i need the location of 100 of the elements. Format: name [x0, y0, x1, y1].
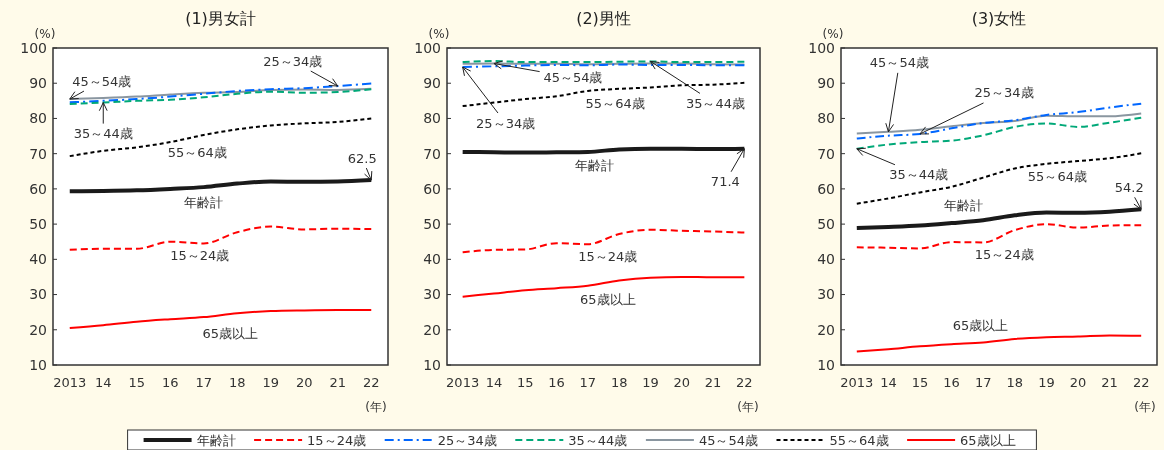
x-axis-title: (年) — [365, 400, 387, 414]
y-tick-label: 80 — [423, 110, 441, 127]
x-tick-label: 15 — [911, 375, 929, 390]
x-axis-title: (年) — [737, 400, 759, 414]
y-tick-label: 30 — [817, 286, 835, 303]
y-tick-label: 70 — [817, 145, 835, 162]
y-tick-label: 100 — [414, 39, 441, 56]
annotation: 71.4 — [710, 174, 740, 190]
x-tick-label: 14 — [485, 375, 503, 390]
x-tick-label: 16 — [548, 375, 565, 390]
x-tick-label: 15 — [128, 375, 146, 390]
y-tick-label: 50 — [817, 216, 835, 233]
x-tick-label: 2013 — [840, 375, 874, 390]
x-tick-label: 22 — [1132, 375, 1150, 390]
y-axis-title: (%) — [34, 27, 56, 41]
x-tick-label: 20 — [295, 375, 313, 390]
x-tick-label: 2013 — [53, 375, 87, 390]
line-series — [855, 116, 1143, 150]
chart-title: (3)女性 — [971, 9, 1027, 28]
x-tick-label: 16 — [161, 375, 179, 390]
x-tick-label: 19 — [642, 375, 659, 390]
line-series — [855, 102, 1143, 140]
series-label: 55～64歳 — [1027, 169, 1087, 185]
y-tick-label: 100 — [808, 39, 835, 56]
chart-title: (2)男性 — [576, 9, 631, 28]
x-tick-label: 21 — [329, 375, 347, 390]
legend-label: 15～24歳 — [307, 432, 367, 448]
series-label: 45～54歳 — [543, 70, 603, 86]
series-label: 55～64歳 — [585, 96, 645, 112]
y-tick-label: 60 — [29, 180, 47, 197]
legend-label: 55～64歳 — [829, 432, 889, 448]
series-label: 35～44歳 — [889, 167, 949, 183]
series-label: 65歳以上 — [952, 317, 1009, 333]
y-tick-label: 60 — [423, 180, 441, 197]
x-tick-label: 17 — [195, 375, 213, 390]
chart-title: (1)男女計 — [185, 9, 256, 28]
text: 25～34歳 — [476, 115, 536, 131]
x-tick-label: 19 — [262, 375, 280, 390]
y-axis-title: (%) — [822, 27, 844, 41]
y-tick-label: 10 — [817, 356, 835, 373]
y-tick-label: 80 — [817, 110, 835, 127]
y-tick-label: 90 — [29, 75, 47, 92]
series-label: 15～24歳 — [578, 248, 638, 264]
x-tick-label: 22 — [736, 375, 753, 390]
y-tick-label: 70 — [423, 145, 441, 162]
x-tick-label: 20 — [1069, 375, 1087, 390]
text: 45～54歳 — [72, 73, 132, 89]
line-series — [855, 112, 1143, 135]
y-tick-label: 20 — [817, 321, 835, 338]
legend-label: 年齢計 — [196, 432, 236, 448]
y-tick-label: 10 — [29, 356, 47, 373]
y-tick-label: 20 — [423, 321, 441, 338]
text: 35～44歳 — [685, 95, 745, 111]
x-tick-label: 20 — [673, 375, 691, 390]
x-tick-label: 14 — [94, 375, 112, 390]
annotation: 54.2 — [1114, 179, 1144, 195]
text: 35～44歳 — [73, 126, 133, 142]
annotation: 62.5 — [347, 150, 377, 166]
legend-label: 25～34歳 — [437, 432, 497, 448]
y-tick-label: 10 — [423, 356, 441, 373]
line-series — [855, 334, 1143, 353]
y-tick-label: 100 — [20, 39, 47, 56]
text: 15～24歳 — [170, 248, 230, 264]
y-tick-label: 20 — [29, 321, 47, 338]
legend-label: 45～54歳 — [698, 432, 758, 448]
legend-label: 65歳以上 — [960, 432, 1016, 448]
x-tick-label: 14 — [880, 375, 897, 390]
y-tick-label: 40 — [423, 251, 441, 268]
text: 25～34歳 — [263, 53, 323, 69]
line-series — [67, 178, 374, 194]
text: 55～64歳 — [167, 144, 227, 160]
legend-label: 35～44歳 — [568, 432, 628, 448]
series-label: 年齢計 — [575, 158, 615, 174]
text: 年齢計 — [184, 194, 224, 210]
y-axis-title: (%) — [428, 27, 450, 41]
x-tick-label: 18 — [610, 375, 628, 390]
line-series — [68, 225, 373, 251]
series-label: 65歳以上 — [580, 292, 636, 308]
x-tick-label: 17 — [579, 375, 597, 390]
series-label: 25～34歳 — [974, 85, 1034, 101]
y-tick-label: 50 — [29, 216, 47, 233]
series-label: 年齢計 — [944, 197, 984, 213]
y-tick-label: 30 — [29, 286, 47, 303]
x-tick-label: 21 — [1101, 375, 1118, 390]
line-series — [68, 88, 373, 105]
x-tick-label: 21 — [704, 375, 722, 390]
y-tick-label: 90 — [423, 75, 441, 92]
x-tick-label: 15 — [516, 375, 534, 390]
x-tick-label: 17 — [974, 375, 992, 390]
x-tick-label: 22 — [362, 375, 380, 390]
y-tick-label: 40 — [29, 251, 47, 268]
y-tick-label: 40 — [817, 251, 835, 268]
y-tick-label: 90 — [817, 75, 835, 92]
y-tick-label: 30 — [423, 286, 441, 303]
series-label: 15～24歳 — [974, 246, 1034, 262]
y-tick-label: 80 — [29, 110, 47, 127]
x-tick-label: 19 — [1038, 375, 1055, 390]
y-tick-label: 70 — [29, 145, 47, 162]
x-tick-label: 18 — [228, 375, 246, 390]
y-tick-label: 50 — [423, 216, 441, 233]
